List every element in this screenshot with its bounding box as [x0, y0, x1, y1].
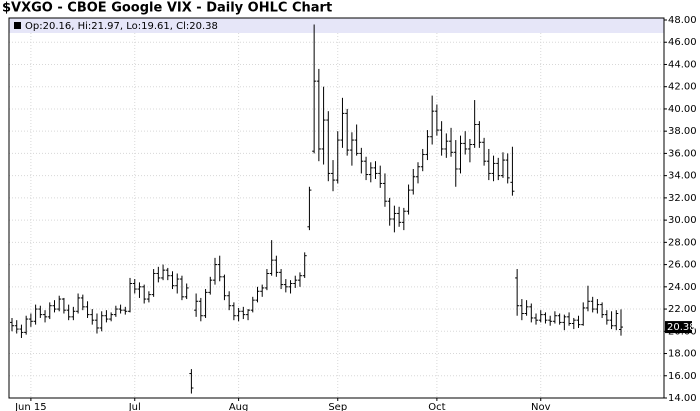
legend-band [9, 18, 664, 33]
y-tick-label: 36.00 [668, 148, 697, 159]
bars [10, 24, 623, 394]
y-tick-label: 14.00 [668, 393, 697, 404]
y-tick-label: 44.00 [668, 59, 697, 70]
y-tick-label: 30.00 [668, 215, 697, 226]
last-price-box [665, 321, 692, 334]
chart-title: $VXGO - CBOE Google VIX - Daily OHLC Cha… [2, 1, 332, 16]
x-tick-label: Aug [229, 402, 249, 411]
x-tick-label: Nov [531, 402, 551, 411]
x-tick-label: Jun 15 [14, 402, 47, 411]
y-tick-label: 24.00 [668, 282, 697, 293]
legend-swatch [14, 22, 21, 29]
grid [9, 19, 664, 399]
y-tick-label: 42.00 [668, 82, 697, 93]
y-tick-label: 18.00 [668, 349, 697, 360]
y-tick-label: 16.00 [668, 371, 697, 382]
y-tick-label: 46.00 [668, 37, 697, 48]
y-tick-label: 34.00 [668, 171, 697, 182]
x-tick-label: Jul [128, 402, 141, 411]
y-tick-label: 26.00 [668, 260, 697, 271]
x-tick-label: Sep [328, 402, 347, 411]
plot-area [9, 18, 664, 398]
y-tick-label: 48.00 [668, 15, 697, 26]
plot-border [8, 17, 665, 399]
y-tick-label: 28.00 [668, 237, 697, 248]
legend-text: Op:20.16, Hi:21.97, Lo:19.61, Cl:20.38 [25, 21, 218, 32]
y-tick-label: 22.00 [668, 304, 697, 315]
y-tick-label: 38.00 [668, 126, 697, 137]
last-price-label: 20.38 [667, 322, 696, 333]
x-tick-label: Oct [428, 402, 445, 411]
y-tick-label: 32.00 [668, 193, 697, 204]
y-tick-label: 40.00 [668, 104, 697, 115]
